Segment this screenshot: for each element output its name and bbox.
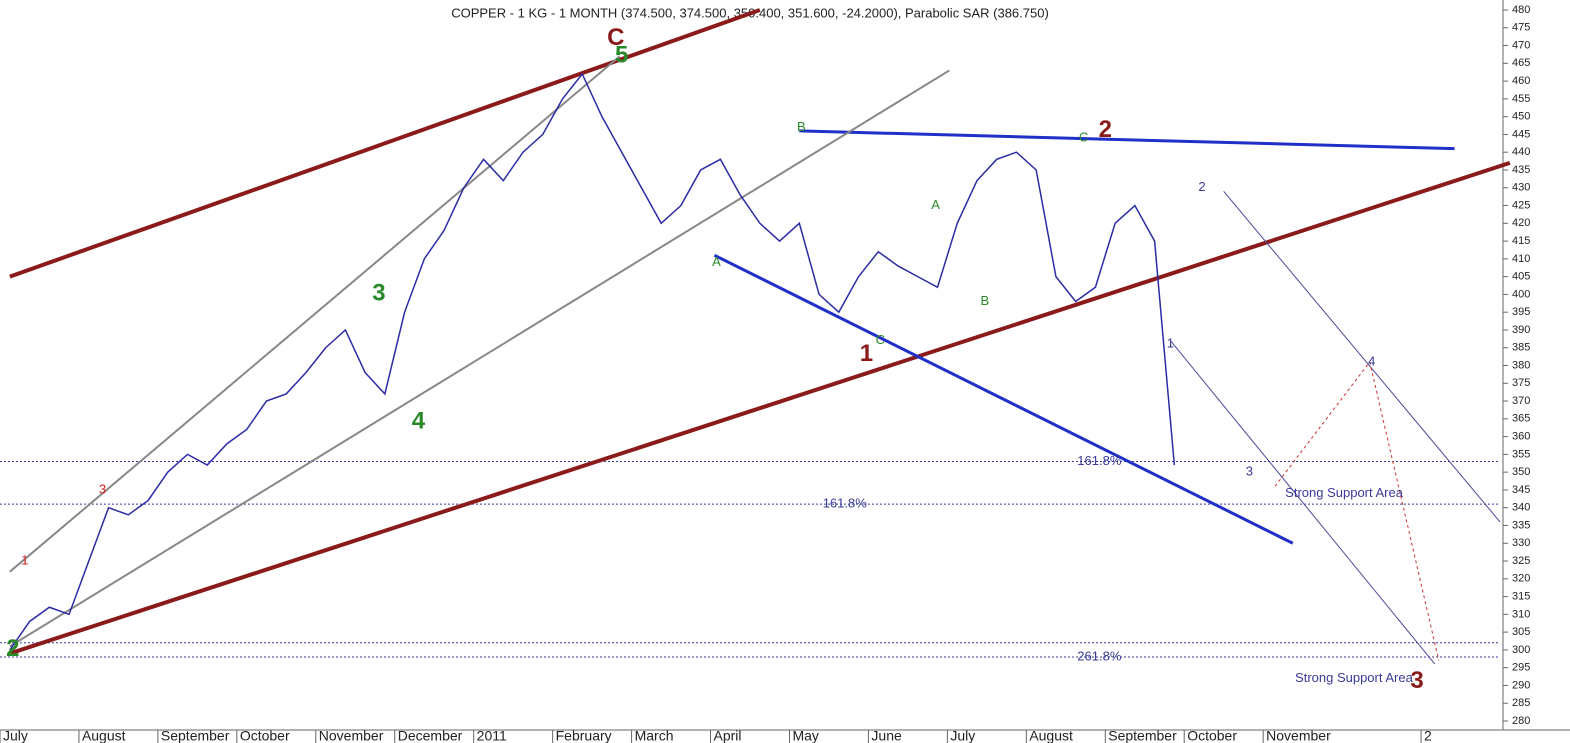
annotation: Strong Support Area (1295, 670, 1414, 685)
trend-line (9, 69, 950, 648)
annotation: 1 (1167, 336, 1174, 351)
y-tick-label: 300 (1512, 644, 1530, 656)
y-tick-label: 420 (1512, 217, 1530, 229)
y-tick-label: 345 (1512, 484, 1530, 496)
annotation: C (607, 24, 624, 51)
annotation: B (797, 119, 806, 134)
x-tick-label: April (714, 728, 742, 743)
annotation: 2 (6, 635, 19, 662)
y-tick-label: 385 (1512, 342, 1530, 354)
trend-line (9, 160, 1511, 656)
y-tick-label: 440 (1512, 146, 1530, 158)
y-tick-label: 315 (1512, 590, 1530, 602)
annotation: 1 (21, 552, 28, 567)
y-tick-label: 460 (1512, 75, 1530, 87)
annotation: 3 (1246, 464, 1253, 479)
annotation: 1 (860, 340, 873, 367)
x-tick-label: December (398, 728, 463, 743)
annotation: C (1079, 129, 1088, 144)
annotation: 3 (372, 280, 385, 307)
y-tick-label: 320 (1512, 573, 1530, 585)
y-tick-label: 355 (1512, 448, 1530, 460)
annotation: C (876, 332, 885, 347)
x-tick-label: August (1029, 728, 1073, 743)
x-tick-label: September (1108, 728, 1177, 743)
trend-line (9, 8, 761, 279)
y-tick-label: 340 (1512, 502, 1530, 514)
y-tick-label: 465 (1512, 57, 1530, 69)
y-tick-label: 360 (1512, 431, 1530, 443)
y-tick-label: 390 (1512, 324, 1530, 336)
annotation: B (981, 293, 990, 308)
y-tick-label: 450 (1512, 111, 1530, 123)
x-tick-label: July (950, 728, 975, 743)
annotation: 161.8% (823, 496, 868, 511)
y-tick-label: 395 (1512, 306, 1530, 318)
y-tick-label: 305 (1512, 626, 1530, 638)
y-tick-label: 325 (1512, 555, 1530, 567)
y-tick-label: 470 (1512, 39, 1530, 51)
annotation: 161.8% (1077, 453, 1122, 468)
x-tick-label: November (1266, 728, 1331, 743)
y-tick-label: 365 (1512, 413, 1530, 425)
annotation: 4 (1368, 353, 1375, 368)
x-tick-label: 2 (1424, 728, 1432, 743)
x-tick-label: August (82, 728, 126, 743)
x-tick-label: November (319, 728, 384, 743)
y-tick-label: 415 (1512, 235, 1530, 247)
x-tick-label: February (556, 728, 612, 743)
x-tick-label: October (1187, 728, 1237, 743)
x-tick-label: March (635, 728, 674, 743)
annotation: Strong Support Area (1285, 485, 1404, 500)
y-tick-label: 435 (1512, 164, 1530, 176)
x-tick-label: 2011 (477, 728, 507, 743)
y-tick-label: 335 (1512, 519, 1530, 531)
y-tick-label: 405 (1512, 271, 1530, 283)
y-tick-label: 280 (1512, 715, 1530, 727)
annotation: 3 (1410, 667, 1423, 694)
y-tick-label: 425 (1512, 199, 1530, 211)
annotation: 2 (1198, 179, 1205, 194)
annotation: 3 (99, 481, 106, 496)
trend-line (799, 129, 1455, 151)
y-tick-label: 310 (1512, 608, 1530, 620)
y-tick-label: 400 (1512, 288, 1530, 300)
trend-line (1170, 340, 1436, 665)
x-tick-label: July (3, 728, 28, 743)
y-tick-label: 370 (1512, 395, 1530, 407)
y-tick-label: 295 (1512, 662, 1530, 674)
y-tick-label: 430 (1512, 182, 1530, 194)
y-tick-label: 410 (1512, 253, 1530, 265)
trend-line (9, 55, 621, 573)
annotation: 2 (1099, 116, 1112, 143)
x-tick-label: October (240, 728, 290, 743)
y-tick-label: 475 (1512, 22, 1530, 34)
annotation: 4 (412, 408, 426, 435)
annotation: A (931, 197, 940, 212)
trend-line (1223, 190, 1501, 523)
annotation: 5 (615, 42, 628, 69)
y-tick-label: 480 (1512, 4, 1530, 16)
trend-line (713, 253, 1294, 545)
y-tick-label: 445 (1512, 128, 1530, 140)
y-tick-label: 330 (1512, 537, 1530, 549)
annotation: A (712, 254, 721, 269)
y-tick-label: 455 (1512, 93, 1530, 105)
y-tick-label: 285 (1512, 697, 1530, 709)
y-tick-label: 290 (1512, 679, 1530, 691)
price-line (9, 72, 1176, 651)
x-tick-label: September (161, 728, 230, 743)
y-tick-label: 375 (1512, 377, 1530, 389)
annotation: 261.8% (1077, 648, 1122, 663)
y-tick-label: 380 (1512, 359, 1530, 371)
trend-line (1274, 360, 1440, 661)
x-tick-label: May (792, 728, 818, 743)
x-tick-label: June (871, 728, 902, 743)
y-tick-label: 350 (1512, 466, 1530, 478)
